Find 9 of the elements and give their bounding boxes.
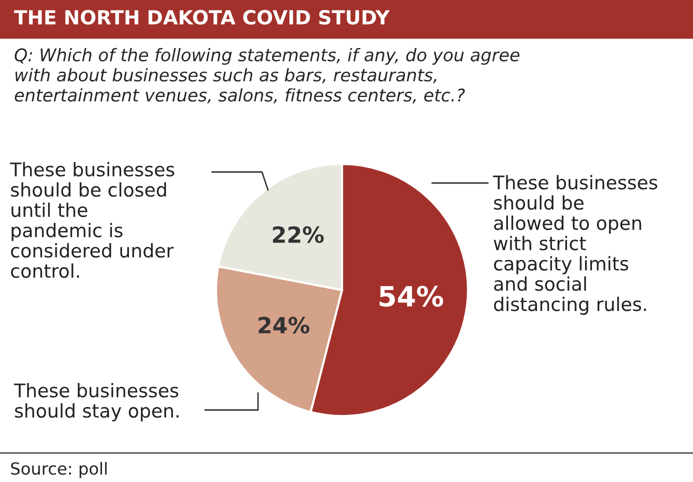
data-label: 54% (380, 286, 444, 307)
chart-title: THE NORTH DAKOTA COVID STUDY (14, 10, 390, 25)
chart-subtitle: Q: Which of the following statements, if any, do you agree with about businesses such as bars, restaurants, entertainment venues, salons, fitness centers, etc.? (14, 48, 520, 104)
slice-label: These businesses should stay open. (14, 383, 178, 422)
source-note: Source: poll (11, 462, 107, 478)
data-label: 24% (258, 316, 310, 334)
slice-label: These businesses should be allowed to open with strict capacity limits and social distancing rules. (492, 175, 658, 315)
slice-label: These businesses should be closed until the pandemic is considered under control. (10, 162, 174, 278)
data-label: 22% (272, 226, 324, 244)
